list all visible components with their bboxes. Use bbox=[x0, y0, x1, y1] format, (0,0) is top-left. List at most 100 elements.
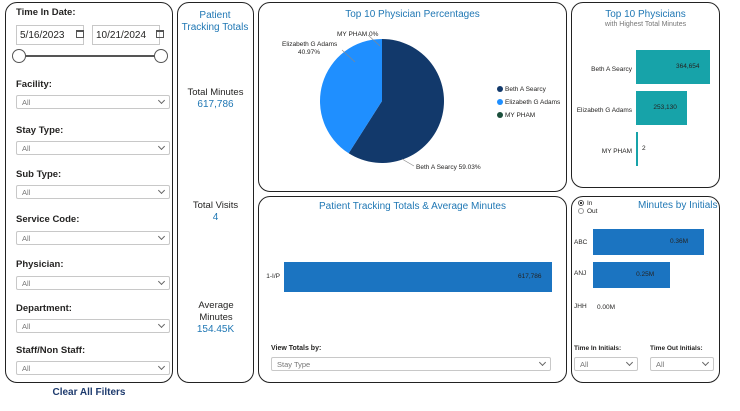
time-in-initials-dropdown[interactable]: All bbox=[574, 357, 638, 371]
radio-in-dot bbox=[578, 200, 584, 206]
facility-label: Facility: bbox=[16, 79, 52, 90]
filter-panel: Time In Date: 5/16/2023 10/21/2024 Facil… bbox=[5, 2, 173, 383]
physician-value: All bbox=[22, 279, 31, 288]
top10-bar[interactable] bbox=[636, 91, 688, 125]
pie-title: Top 10 Physician Percentages bbox=[345, 9, 480, 20]
legend-label: MY PHAM bbox=[505, 112, 536, 119]
staff-dropdown[interactable]: All bbox=[16, 361, 170, 375]
time-in-initials-value: All bbox=[580, 360, 589, 369]
service-code-dropdown[interactable]: All bbox=[16, 231, 170, 245]
physician-dropdown[interactable]: All bbox=[16, 276, 170, 290]
initials-card: Minutes by Initials In Out Time In Initi… bbox=[571, 196, 720, 383]
initials-value-label: 0.36M bbox=[670, 238, 689, 245]
top10-value-label: 364,654 bbox=[676, 63, 700, 70]
top10-category-label: MY PHAM bbox=[601, 148, 632, 155]
tracking-value-label: 617,786 bbox=[518, 273, 542, 280]
facility-dropdown[interactable]: All bbox=[16, 95, 170, 109]
time-out-initials-value: All bbox=[656, 360, 665, 369]
initials-category-label: JHH bbox=[574, 303, 587, 310]
sub-type-value: All bbox=[22, 188, 31, 197]
avg-minutes-value: 154.45K bbox=[196, 324, 235, 335]
initials-title: Minutes by Initials bbox=[638, 200, 718, 211]
totals-card: Patient Tracking Totals Total Minutes 61… bbox=[177, 2, 254, 383]
legend-item-beth[interactable]: Beth A Searcy bbox=[497, 86, 546, 93]
chevron-down-icon bbox=[701, 358, 710, 367]
pie-slice-elizabeth-adams[interactable] bbox=[320, 39, 382, 154]
top10-bar[interactable] bbox=[636, 50, 710, 84]
staff-value: All bbox=[22, 364, 31, 373]
pie-label-elizabeth-pct: 40.97% bbox=[298, 49, 321, 56]
time-in-initials-label: Time In Initials: bbox=[574, 345, 622, 352]
clear-all-filters-button[interactable]: Clear All Filters bbox=[52, 387, 126, 398]
pie-slice-beth-searcy[interactable] bbox=[348, 39, 444, 164]
department-dropdown[interactable]: All bbox=[16, 319, 170, 333]
sub-type-label: Sub Type: bbox=[16, 169, 62, 180]
chevron-down-icon bbox=[538, 358, 547, 367]
stay-type-label: Stay Type: bbox=[16, 125, 64, 136]
department-value: All bbox=[22, 322, 31, 331]
legend-label: Beth A Searcy bbox=[505, 86, 546, 93]
tracking-title: Patient Tracking Totals & Average Minute… bbox=[319, 201, 506, 212]
top10-subtitle: with Highest Total Minutes bbox=[604, 21, 687, 28]
view-totals-dropdown[interactable]: Stay Type bbox=[271, 357, 551, 371]
facility-value: All bbox=[22, 98, 31, 107]
date-slider-start-handle[interactable] bbox=[12, 49, 26, 63]
radio-out[interactable]: Out bbox=[578, 208, 597, 215]
radio-in[interactable]: In bbox=[578, 200, 592, 207]
top10-bar[interactable] bbox=[636, 132, 638, 166]
total-minutes-value: 617,786 bbox=[197, 99, 234, 110]
sub-type-dropdown[interactable]: All bbox=[16, 185, 170, 199]
legend-dot bbox=[497, 99, 503, 105]
radio-in-label: In bbox=[587, 200, 593, 207]
initials-value-label: 0.25M bbox=[636, 271, 655, 278]
pie-leader-line bbox=[401, 158, 415, 167]
time-in-date-label: Time In Date: bbox=[16, 7, 76, 18]
view-totals-label: View Totals by: bbox=[271, 345, 322, 352]
legend-dot bbox=[497, 112, 503, 118]
total-visits-value: 4 bbox=[212, 212, 219, 223]
legend-item-my-pham[interactable]: MY PHAM bbox=[497, 112, 535, 119]
initials-category-label: ABC bbox=[574, 239, 588, 246]
pie-label-my-pham: MY PHAM 0% bbox=[337, 31, 379, 38]
service-code-value: All bbox=[22, 234, 31, 243]
end-date-input[interactable]: 10/21/2024 bbox=[92, 25, 160, 45]
date-slider-end-handle[interactable] bbox=[154, 49, 168, 63]
time-out-initials-dropdown[interactable]: All bbox=[650, 357, 714, 371]
department-label: Department: bbox=[16, 303, 72, 314]
top10-title: Top 10 Physicians bbox=[605, 9, 686, 20]
calendar-icon[interactable] bbox=[76, 30, 84, 38]
pie-label-beth: Beth A Searcy 59.03% bbox=[416, 164, 481, 171]
radio-out-dot bbox=[578, 208, 584, 214]
tracking-category-label: 1-I/P bbox=[266, 273, 280, 280]
time-out-initials-label: Time Out Initials: bbox=[650, 345, 703, 352]
initials-bar[interactable] bbox=[593, 262, 671, 288]
date-slider-track[interactable] bbox=[20, 55, 160, 57]
totals-title: Patient Tracking Totals bbox=[181, 10, 249, 33]
total-visits-label: Total Visits bbox=[192, 200, 239, 211]
initials-category-label: ANJ bbox=[574, 270, 587, 277]
tracking-bar[interactable] bbox=[284, 262, 552, 292]
service-code-label: Service Code: bbox=[16, 214, 80, 225]
end-date-value: 10/21/2024 bbox=[96, 30, 147, 41]
stay-type-value: All bbox=[22, 144, 31, 153]
initials-bar[interactable] bbox=[593, 229, 704, 255]
physician-label: Physician: bbox=[16, 259, 64, 270]
top10-category-label: Beth A Searcy bbox=[591, 66, 632, 73]
stay-type-dropdown[interactable]: All bbox=[16, 141, 170, 155]
avg-minutes-label: Average Minutes bbox=[198, 300, 234, 323]
legend-dot bbox=[497, 86, 503, 92]
pie-leader-line bbox=[341, 49, 356, 63]
pie-leader-line bbox=[367, 34, 381, 47]
initials-value-label: 0.00M bbox=[597, 304, 616, 311]
total-minutes-label: Total Minutes bbox=[187, 87, 244, 98]
top10-value-label: 2 bbox=[642, 145, 646, 152]
legend-item-elizabeth[interactable]: Elizabeth G Adams bbox=[497, 99, 560, 106]
pie-label-elizabeth: Elizabeth G Adams bbox=[282, 41, 338, 48]
start-date-value: 5/16/2023 bbox=[20, 30, 65, 41]
calendar-icon[interactable] bbox=[156, 30, 164, 38]
legend-label: Elizabeth G Adams bbox=[505, 99, 561, 106]
radio-out-label: Out bbox=[587, 208, 598, 215]
top10-category-label: Elizabeth G Adams bbox=[576, 107, 632, 114]
